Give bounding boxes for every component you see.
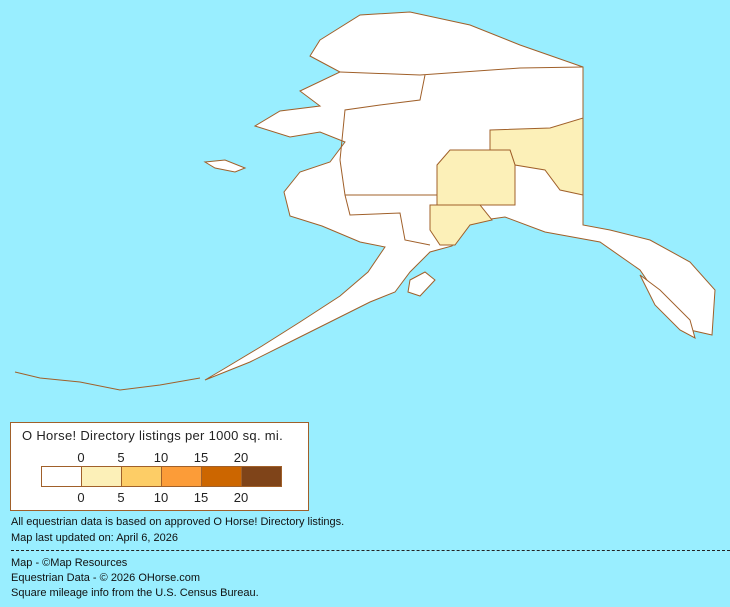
census-credit: Square mileage info from the U.S. Census… [11, 587, 259, 599]
legend-swatch [42, 467, 82, 486]
region-border [339, 66, 584, 76]
legend-bottom-tick: 0 [77, 490, 85, 505]
kodiak-island[interactable] [407, 271, 436, 297]
alaska-map [14, 11, 716, 391]
region-border [344, 194, 431, 246]
legend: O Horse! Directory listings per 1000 sq.… [10, 422, 309, 511]
legend-bottom-tick: 10 [153, 490, 169, 505]
legend-top-tick: 15 [193, 450, 209, 465]
map-credit: Map - ©Map Resources [11, 557, 128, 569]
aleutian-islands[interactable] [14, 371, 201, 391]
data-credit: Equestrian Data - © 2026 OHorse.com [11, 572, 201, 584]
legend-title: O Horse! Directory listings per 1000 sq.… [22, 428, 284, 443]
region-interior-central[interactable] [436, 149, 516, 206]
legend-bottom-tick: 5 [117, 490, 125, 505]
legend-bottom-tick: 20 [233, 490, 249, 505]
southeast-islands[interactable] [639, 274, 696, 339]
legend-swatch [202, 467, 242, 486]
legend-top-tick: 5 [117, 450, 125, 465]
region-border [339, 74, 426, 161]
legend-swatch [82, 467, 122, 486]
legend-color-bar [41, 466, 282, 487]
legend-swatch [162, 467, 202, 486]
region-southcentral[interactable] [429, 204, 493, 246]
legend-top-tick: 20 [233, 450, 249, 465]
island-st-lawrence[interactable] [203, 159, 247, 173]
legend-top-tick: 0 [77, 450, 85, 465]
divider [11, 550, 730, 551]
legend-top-tick: 10 [153, 450, 169, 465]
legend-bottom-tick: 15 [193, 490, 209, 505]
data-basis-note: All equestrian data is based on approved… [11, 516, 345, 528]
legend-swatch [242, 467, 281, 486]
updated-note: Map last updated on: April 6, 2026 [11, 532, 178, 544]
legend-swatch [122, 467, 162, 486]
